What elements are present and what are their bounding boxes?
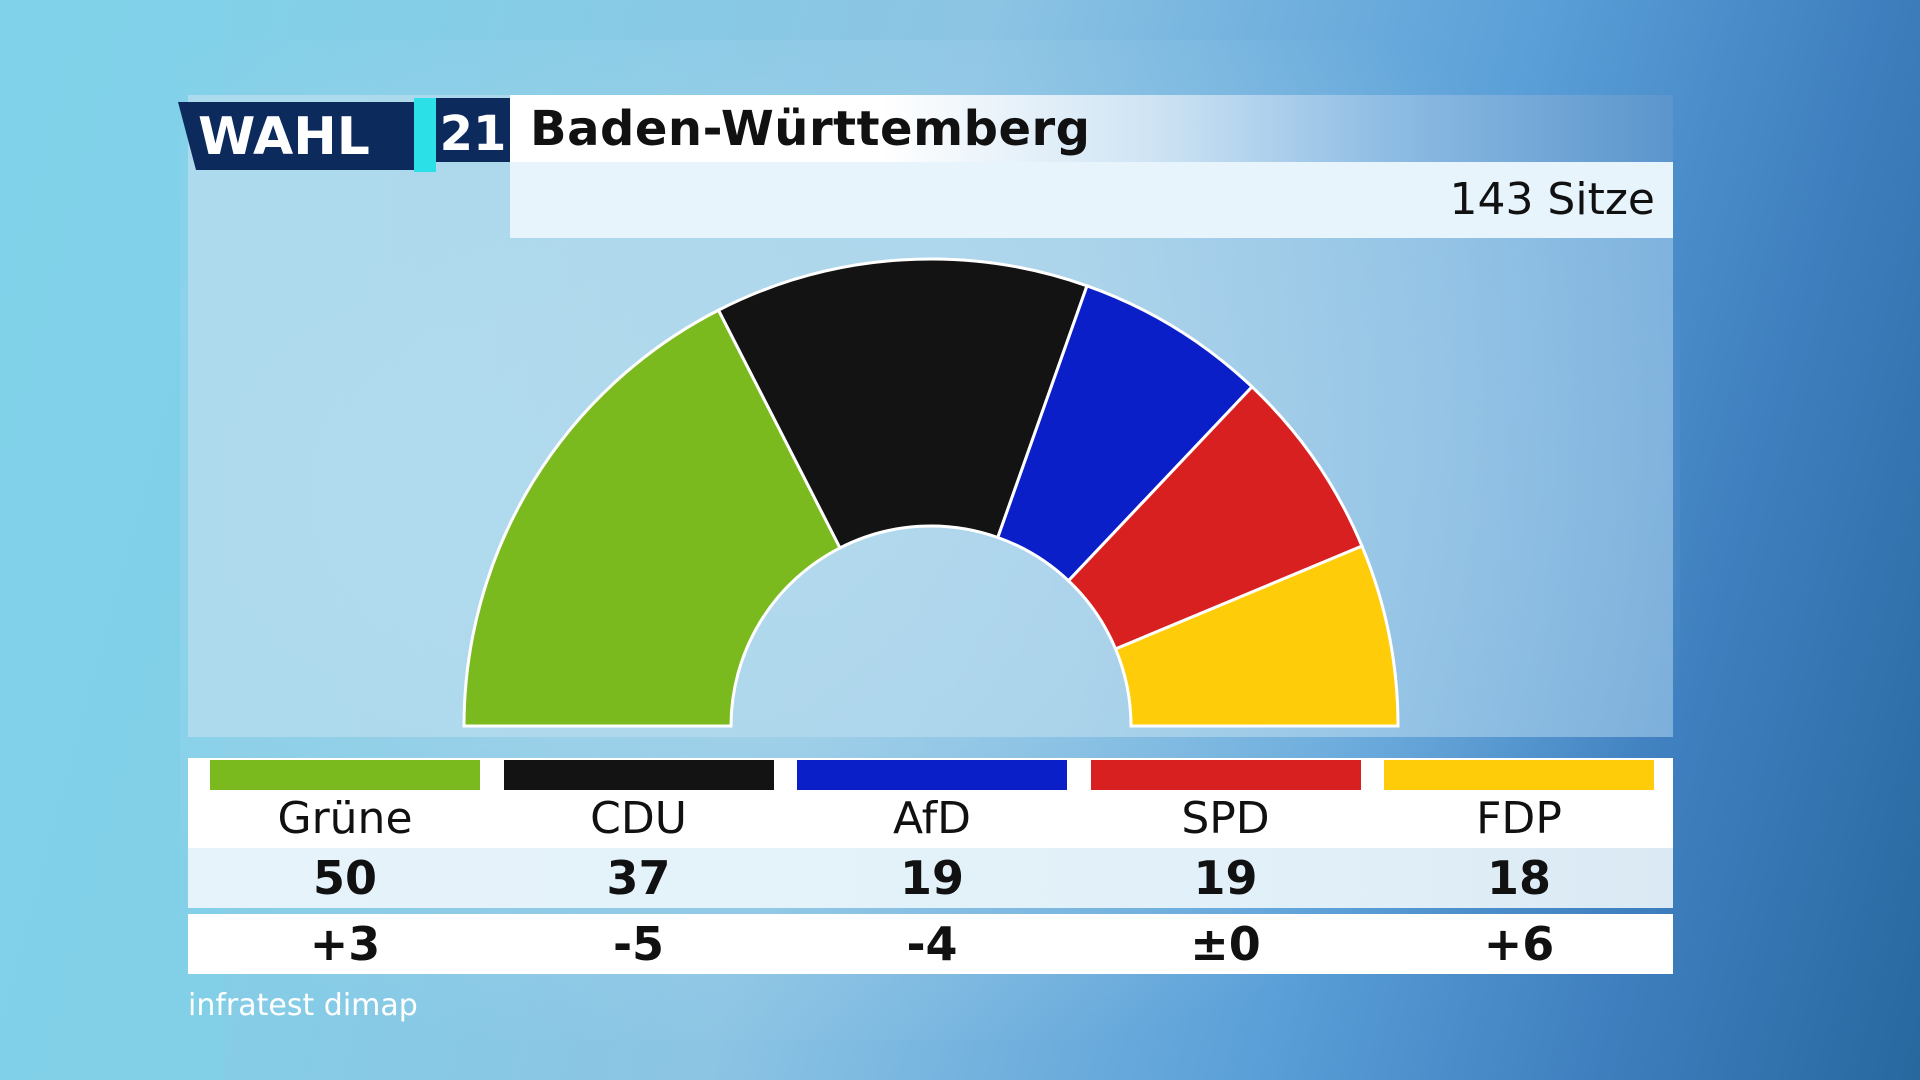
party-seats-afd: 19 — [899, 851, 964, 905]
title-bar — [510, 95, 1673, 162]
logo-word: WAHL — [198, 107, 370, 167]
logo-number-background — [436, 98, 510, 162]
legend-swatch-fdp — [1384, 760, 1654, 790]
party-name-grüne: Grüne — [277, 793, 413, 844]
party-seats-fdp: 18 — [1486, 851, 1551, 905]
legend-swatch-spd — [1090, 760, 1361, 790]
legend-swatch-afd — [797, 760, 1067, 790]
legend-swatch-grüne — [210, 760, 480, 790]
page-title: Baden-Württemberg — [530, 101, 1091, 157]
party-change-grüne: +3 — [309, 917, 381, 971]
party-seats-row — [188, 848, 1673, 908]
source-label: infratest dimap — [188, 988, 418, 1023]
total-seats: 143 Sitze — [1449, 174, 1655, 225]
party-change-afd: -4 — [906, 917, 958, 971]
party-change-spd: ±0 — [1190, 917, 1261, 971]
wahl-logo: WAHL 21 — [178, 98, 510, 172]
party-change-cdu: -5 — [612, 917, 665, 971]
chart-segment-grüne — [462, 308, 843, 728]
party-seats-cdu: 37 — [606, 851, 671, 905]
party-name-fdp: FDP — [1476, 793, 1562, 844]
legend-swatch-cdu — [503, 760, 774, 790]
logo-word-background — [178, 102, 414, 170]
party-name-afd: AfD — [893, 793, 971, 844]
party-change-row — [188, 914, 1673, 974]
party-seats-grüne: 50 — [312, 851, 377, 905]
party-seats-spd: 19 — [1193, 851, 1258, 905]
party-change-fdp: +6 — [1483, 917, 1555, 971]
party-name-spd: SPD — [1181, 793, 1270, 844]
logo-number: 21 — [440, 106, 507, 162]
logo-accent — [414, 98, 436, 172]
seats-bar — [510, 162, 1673, 238]
chart-segment-cdu — [716, 257, 1089, 550]
chart-segment-fdp — [1113, 544, 1400, 728]
party-name-cdu: CDU — [590, 793, 687, 844]
